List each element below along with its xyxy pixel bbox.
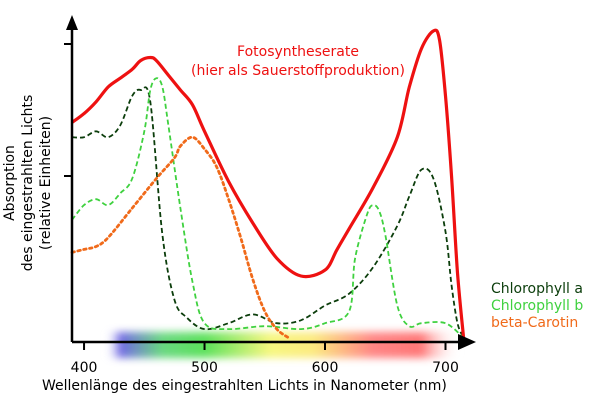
- series-line-fotosyntheserate: [71, 28, 466, 339]
- y-axis-label-line-1: Absorption: [2, 145, 18, 221]
- x-tick-label-400: 400: [71, 360, 98, 376]
- y-axis-label-line-2: des eingestrahlten Lichts: [20, 95, 36, 271]
- series-layer: [70, 28, 466, 340]
- x-axis-label: Wellenlänge des eingestrahlten Lichts in…: [42, 378, 447, 394]
- photosynthesis-annotation-line-1: Fotosyntheserate: [237, 44, 359, 60]
- legend-item-chlorophyll-a: Chlorophyll a: [491, 281, 583, 297]
- x-tick-label-500: 500: [191, 360, 218, 376]
- legend-item-beta-carotin: beta-Carotin: [491, 315, 578, 331]
- series-line-chlorophyll-b: [71, 77, 465, 339]
- y-axis-arrowhead: [66, 15, 78, 30]
- x-tick-label-700: 700: [432, 360, 459, 376]
- y-axis-label-line-3: (relative Einheiten): [38, 116, 54, 250]
- visible-light-spectrum-band: [105, 332, 460, 358]
- x-tick-group: 400 500 600 700: [71, 342, 459, 376]
- series-line-chlorophyll-a: [71, 86, 465, 339]
- legend-item-chlorophyll-b: Chlorophyll b: [491, 298, 583, 314]
- x-axis-arrowhead: [458, 334, 476, 350]
- y-axis-label: Absorption des eingestrahlten Lichts (re…: [2, 95, 54, 271]
- photosynthesis-annotation-line-2: (hier als Sauerstoffproduktion): [191, 63, 405, 79]
- x-tick-label-600: 600: [312, 360, 339, 376]
- series-line-beta-carotin: [70, 135, 291, 340]
